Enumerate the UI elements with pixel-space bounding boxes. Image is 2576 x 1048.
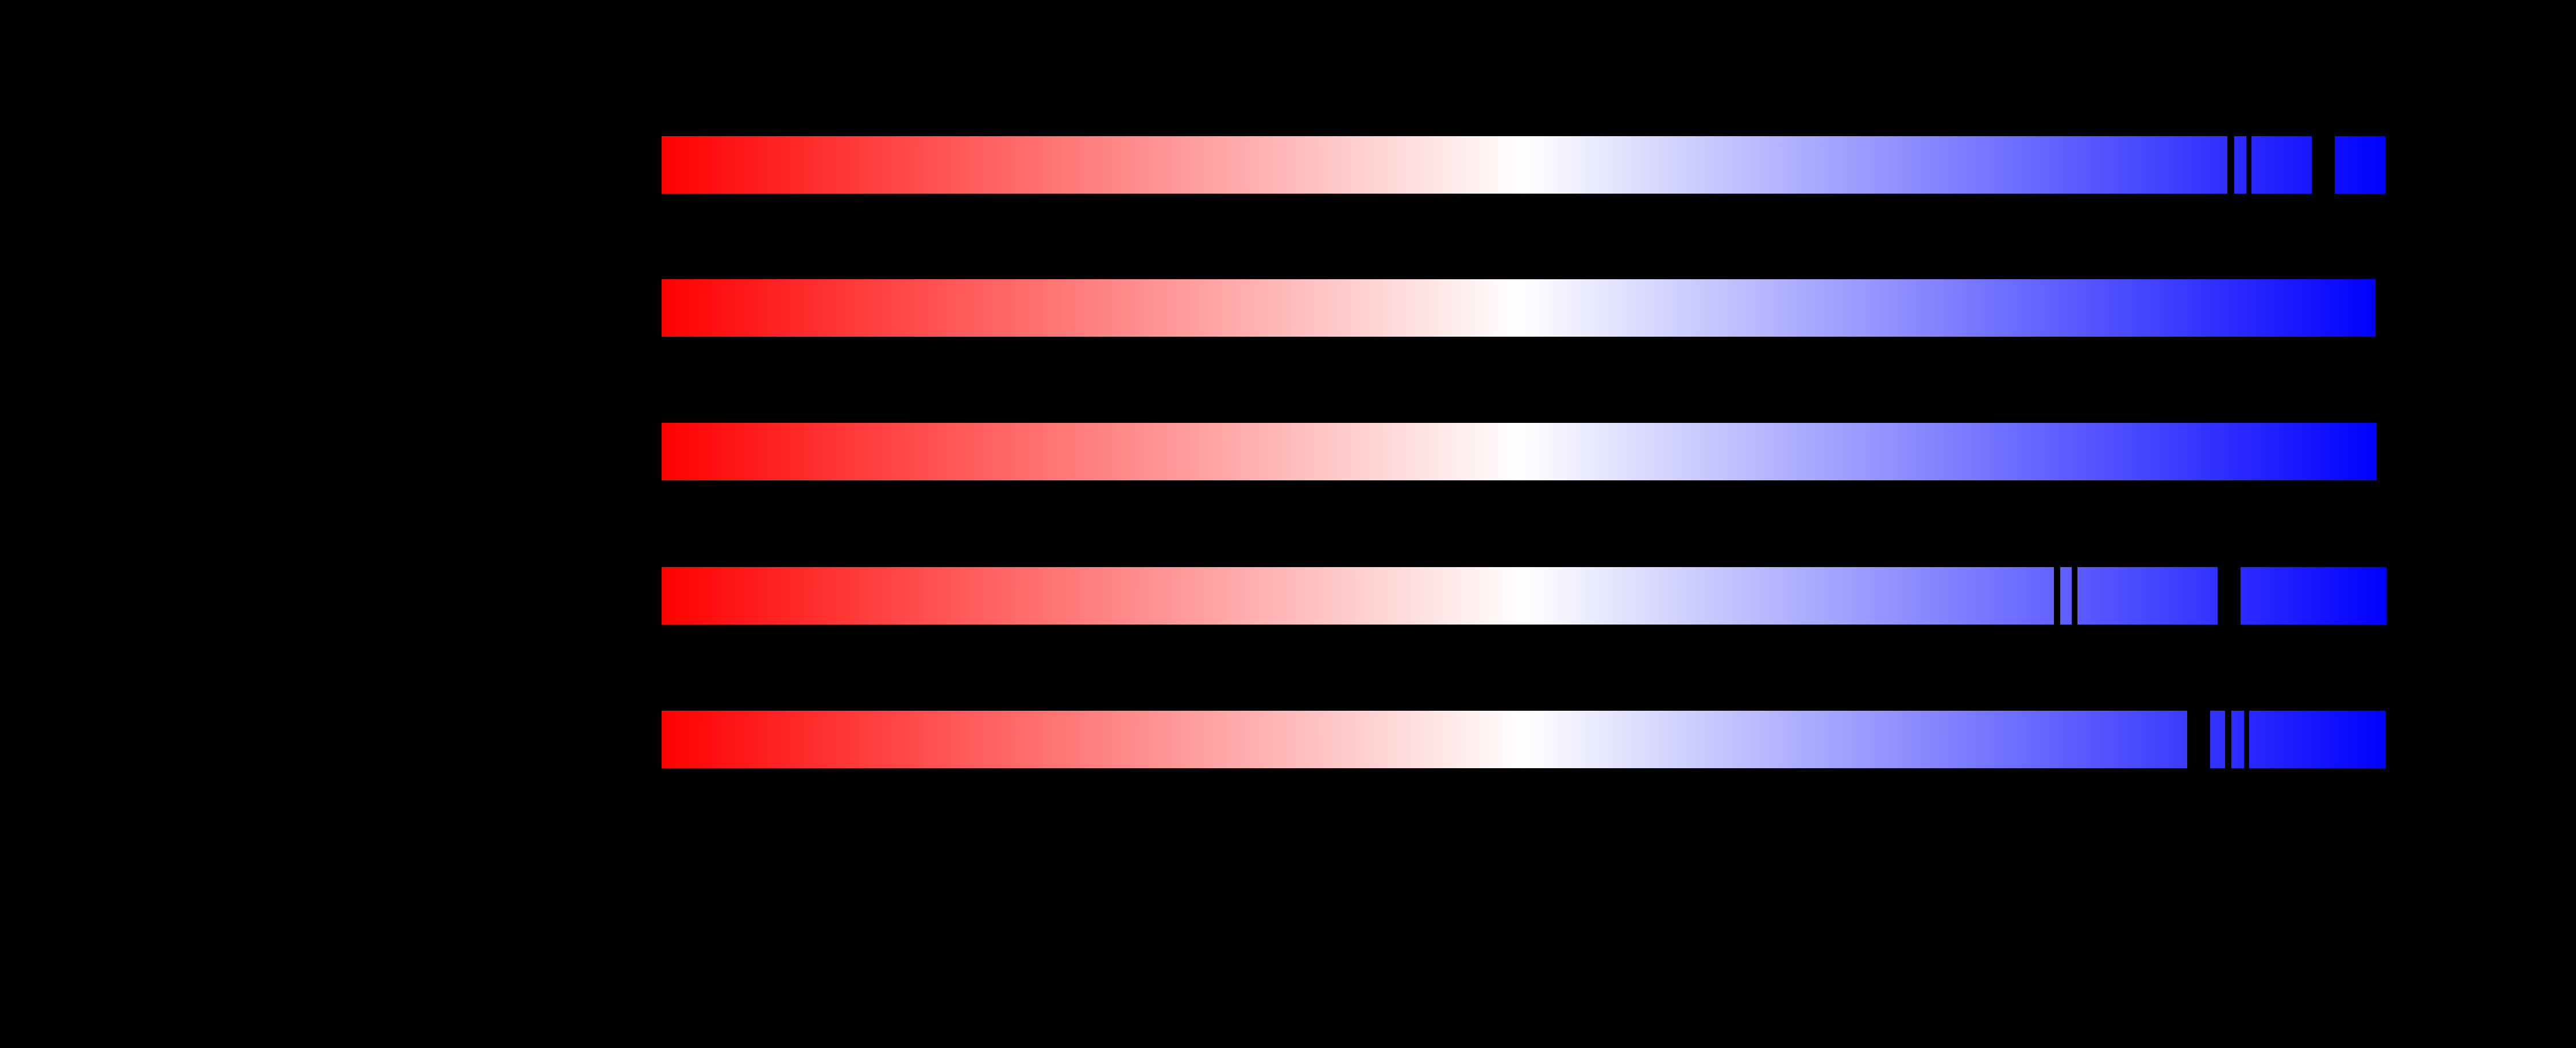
gradient-bar-row-1 (662, 136, 2385, 194)
gradient-bar-row-3 (662, 423, 2377, 480)
bar-gap (2218, 567, 2241, 625)
bar-gap (2054, 567, 2060, 625)
gradient-bar-row-4 (662, 567, 2386, 625)
bar-gap (2225, 711, 2231, 768)
bar-gap (2227, 136, 2234, 194)
gradient-bar-row-2 (662, 279, 2376, 337)
bar-gap (2246, 136, 2251, 194)
bar-gap (2072, 567, 2077, 625)
gradient-bar-row-5 (662, 711, 2386, 768)
bar-gap (2244, 711, 2249, 768)
bar-gap (2312, 136, 2335, 194)
bar-gap (2187, 711, 2210, 768)
